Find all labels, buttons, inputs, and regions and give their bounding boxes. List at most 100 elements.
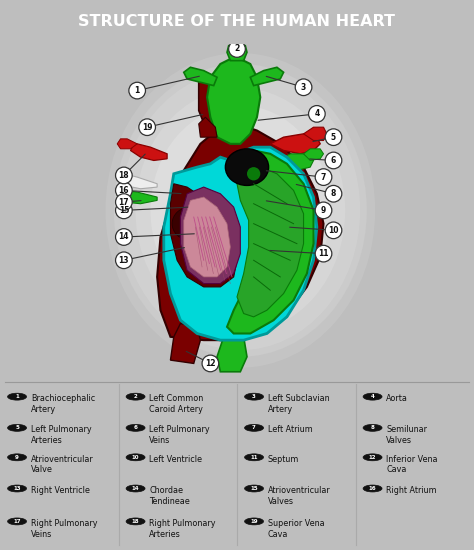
Text: 11: 11	[318, 249, 329, 258]
Text: Left Subclavian
Artery: Left Subclavian Artery	[268, 394, 329, 414]
Text: Atrioventricular
Valves: Atrioventricular Valves	[268, 486, 330, 505]
Text: 2: 2	[234, 45, 240, 53]
Text: Brachiocephalic
Artery: Brachiocephalic Artery	[31, 394, 95, 414]
Circle shape	[116, 229, 132, 245]
Text: Right Pulmonary
Veins: Right Pulmonary Veins	[31, 519, 97, 538]
Circle shape	[363, 454, 382, 461]
Text: 7: 7	[252, 425, 256, 430]
Text: Right Atrium: Right Atrium	[386, 486, 437, 495]
Ellipse shape	[225, 149, 269, 185]
Text: 10: 10	[132, 455, 139, 460]
Polygon shape	[199, 78, 219, 127]
Text: STRUCTURE OF THE HUMAN HEART: STRUCTURE OF THE HUMAN HEART	[79, 14, 395, 30]
Ellipse shape	[247, 167, 260, 180]
Ellipse shape	[120, 70, 360, 350]
Circle shape	[315, 169, 332, 185]
Text: Chordae
Tendineae: Chordae Tendineae	[149, 486, 190, 505]
Text: 8: 8	[331, 189, 336, 198]
Polygon shape	[171, 323, 201, 364]
Circle shape	[325, 185, 342, 202]
Text: 10: 10	[328, 226, 339, 235]
Circle shape	[325, 222, 342, 239]
Circle shape	[245, 518, 264, 525]
Circle shape	[139, 119, 155, 135]
Text: 3: 3	[252, 394, 256, 399]
Circle shape	[8, 518, 27, 525]
Text: 11: 11	[250, 455, 258, 460]
Text: Aorta: Aorta	[386, 394, 408, 403]
Circle shape	[129, 82, 146, 99]
Text: 15: 15	[118, 206, 129, 215]
Ellipse shape	[114, 64, 367, 357]
Polygon shape	[117, 174, 157, 189]
Text: 18: 18	[118, 171, 129, 180]
Text: 4: 4	[314, 109, 319, 118]
Polygon shape	[227, 45, 247, 60]
Circle shape	[116, 202, 132, 219]
Circle shape	[126, 485, 145, 492]
Text: Left Pulmonary
Arteries: Left Pulmonary Arteries	[31, 425, 91, 445]
Polygon shape	[117, 139, 137, 149]
Polygon shape	[171, 184, 237, 287]
Text: 1: 1	[135, 86, 140, 95]
Circle shape	[325, 152, 342, 169]
Circle shape	[116, 252, 132, 268]
Circle shape	[325, 129, 342, 146]
Text: 17: 17	[13, 519, 21, 524]
Text: Left Common
Caroid Artery: Left Common Caroid Artery	[149, 394, 203, 414]
Circle shape	[8, 485, 27, 492]
Polygon shape	[237, 167, 303, 317]
Ellipse shape	[136, 88, 345, 333]
Circle shape	[116, 182, 132, 199]
Text: 5: 5	[331, 133, 336, 142]
Ellipse shape	[150, 106, 330, 315]
Polygon shape	[164, 147, 317, 340]
Text: 4: 4	[371, 394, 374, 399]
Circle shape	[245, 393, 264, 400]
Text: 6: 6	[134, 425, 137, 430]
Polygon shape	[217, 337, 247, 372]
Circle shape	[8, 425, 27, 431]
Circle shape	[245, 454, 264, 461]
Circle shape	[116, 194, 132, 210]
Text: 14: 14	[132, 486, 139, 491]
Text: 16: 16	[118, 186, 129, 195]
Polygon shape	[250, 67, 283, 86]
Text: Right Pulmonary
Arteries: Right Pulmonary Arteries	[149, 519, 216, 538]
Circle shape	[245, 485, 264, 492]
Polygon shape	[303, 149, 324, 161]
Text: 13: 13	[13, 486, 21, 491]
Text: 12: 12	[369, 455, 376, 460]
Circle shape	[245, 425, 264, 431]
Text: Inferior Vena
Cava: Inferior Vena Cava	[386, 455, 438, 475]
Text: 3: 3	[301, 82, 306, 92]
Text: Left Ventricle: Left Ventricle	[149, 455, 202, 464]
Text: 9: 9	[321, 206, 326, 215]
Polygon shape	[270, 134, 320, 154]
Text: Septum: Septum	[268, 455, 299, 464]
Text: Atrioventricular
Valve: Atrioventricular Valve	[31, 455, 93, 475]
Text: Left Atrium: Left Atrium	[268, 425, 312, 435]
Text: Right Ventricle: Right Ventricle	[31, 486, 90, 495]
Circle shape	[126, 454, 145, 461]
Circle shape	[126, 425, 145, 431]
Circle shape	[315, 245, 332, 262]
Polygon shape	[184, 197, 230, 277]
Circle shape	[295, 79, 312, 96]
Polygon shape	[199, 117, 217, 137]
Circle shape	[309, 106, 325, 122]
Polygon shape	[303, 127, 327, 140]
Text: 17: 17	[118, 197, 129, 207]
Text: 9: 9	[15, 455, 19, 460]
Text: 18: 18	[132, 519, 139, 524]
Polygon shape	[181, 187, 240, 284]
Text: 15: 15	[250, 486, 258, 491]
Text: 12: 12	[205, 359, 216, 368]
Ellipse shape	[172, 207, 209, 240]
Circle shape	[126, 518, 145, 525]
Text: 5: 5	[15, 425, 19, 430]
Text: 19: 19	[250, 519, 258, 524]
Ellipse shape	[106, 53, 375, 367]
Text: 1: 1	[15, 394, 19, 399]
Text: 14: 14	[118, 233, 129, 241]
